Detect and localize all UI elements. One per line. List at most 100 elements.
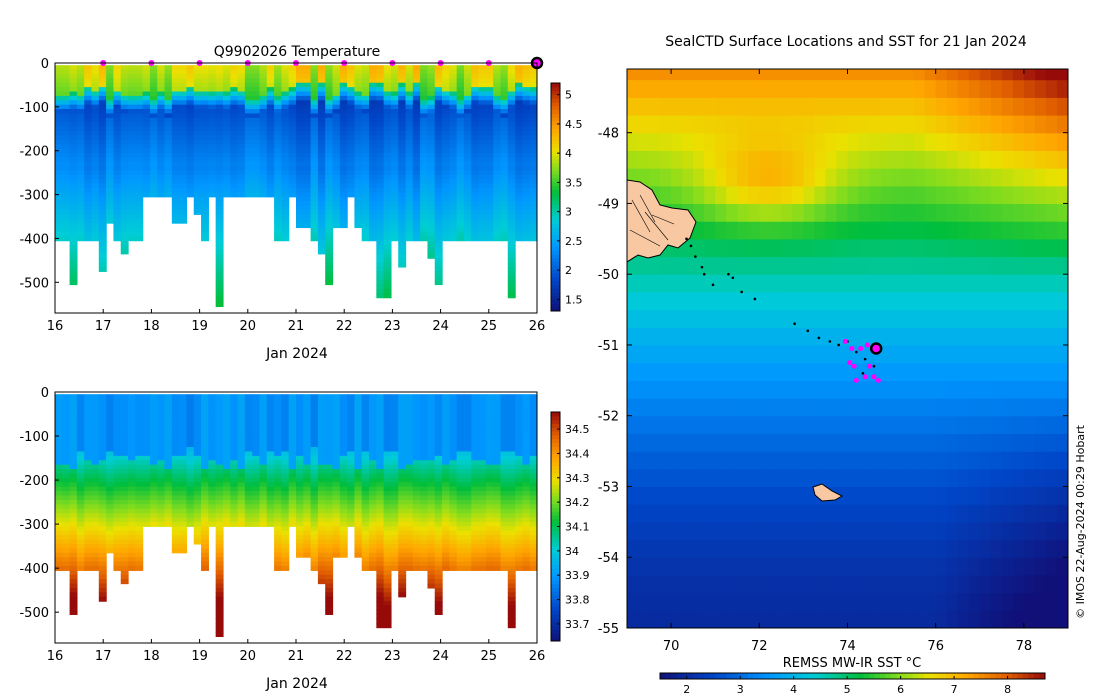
temperature-cell <box>208 192 217 198</box>
temperature-cell <box>515 174 523 180</box>
salinity-cell <box>456 473 465 479</box>
salinity-cell <box>325 486 334 492</box>
temperature-cell <box>376 214 385 220</box>
temperature-cell <box>266 113 275 119</box>
temperature-cell <box>149 95 158 101</box>
salinity-cell <box>449 460 458 466</box>
temperature-cell <box>434 231 443 237</box>
salinity-cell <box>142 513 151 519</box>
salinity-cell <box>201 429 209 435</box>
temperature-cell <box>84 117 93 123</box>
temperature-cell <box>529 73 537 79</box>
salinity-cell <box>420 517 429 523</box>
salinity-cell <box>288 429 297 435</box>
temperature-cell <box>325 227 334 233</box>
salinity-cell <box>222 420 231 426</box>
salinity-cell <box>288 451 297 457</box>
salinity-cell <box>120 429 129 435</box>
salinity-cell <box>317 574 326 580</box>
salinity-cell <box>186 521 195 527</box>
temperature-cell <box>266 157 275 163</box>
salinity-cell <box>91 411 100 417</box>
temperature-cell <box>274 73 282 79</box>
temperature-cell <box>332 78 341 84</box>
salinity-cell <box>390 464 399 470</box>
salinity-cell <box>427 539 436 545</box>
temperature-cell <box>434 122 443 128</box>
salinity-cell <box>317 517 326 523</box>
salinity-cell <box>434 429 443 435</box>
salinity-cell <box>485 394 494 400</box>
temperature-cell <box>390 100 399 106</box>
salinity-cell <box>376 491 385 497</box>
temperature-cell <box>171 192 180 198</box>
salinity-cell <box>157 420 166 426</box>
temperature-cell <box>339 91 348 97</box>
temperature-cell <box>420 192 429 198</box>
temperature-cell <box>186 135 195 141</box>
salinity-cell <box>252 442 261 448</box>
temperature-cell <box>383 100 392 106</box>
salinity-cell <box>106 469 115 475</box>
temperature-cell <box>84 166 93 172</box>
salinity-cell <box>420 526 429 532</box>
temperature-cell <box>142 188 151 193</box>
salinity-cell <box>485 433 494 439</box>
salinity-cell <box>98 587 107 593</box>
temperature-cell <box>128 109 136 115</box>
salinity-cell <box>106 416 115 422</box>
temperature-cell <box>62 231 71 237</box>
temperature-cell <box>179 100 188 106</box>
salinity-cell <box>193 420 202 426</box>
temperature-cell <box>193 183 202 189</box>
salinity-cell <box>434 526 443 532</box>
salinity-cell <box>390 394 399 400</box>
temperature-cell <box>288 188 297 193</box>
salinity-cell <box>288 442 297 448</box>
temperature-colorbar-cell <box>551 235 560 240</box>
temperature-cell <box>412 161 421 167</box>
temperature-cell <box>412 144 421 150</box>
salinity-cell <box>442 557 450 563</box>
salinity-cell <box>471 521 480 527</box>
salinity-cell <box>398 473 407 479</box>
salinity-cell <box>128 403 136 409</box>
temperature-cell <box>515 113 523 119</box>
temperature-cell <box>296 78 304 84</box>
salinity-cell <box>347 499 356 505</box>
temperature-cell <box>76 104 85 110</box>
salinity-cell <box>164 482 173 488</box>
temperature-cell <box>471 205 480 211</box>
salinity-cell <box>369 557 377 563</box>
temperature-cell <box>69 73 78 79</box>
salinity-cell <box>215 609 224 615</box>
temperature-cell <box>164 78 173 84</box>
temperature-cell <box>69 104 78 110</box>
salinity-cell <box>208 394 217 400</box>
temperature-cell <box>91 179 100 185</box>
temperature-cell <box>354 174 363 180</box>
salinity-cell <box>383 442 392 448</box>
salinity-cell <box>259 495 268 501</box>
temperature-cell <box>281 126 290 132</box>
salinity-cell <box>398 504 407 510</box>
temperature-cell <box>507 139 516 145</box>
temperature-cell <box>500 104 509 110</box>
temperature-cell <box>230 65 239 71</box>
temperature-cell <box>485 214 494 220</box>
salinity-cell <box>222 407 231 413</box>
temperature-cell <box>55 100 63 106</box>
salinity-cell <box>317 521 326 527</box>
salinity-cell <box>288 513 297 519</box>
temperature-cell <box>179 188 188 193</box>
temperature-cell <box>84 65 93 71</box>
salinity-cell <box>252 473 261 479</box>
salinity-cell <box>120 447 129 453</box>
temperature-cell <box>171 87 180 93</box>
temperature-cell <box>98 266 107 272</box>
salinity-cell <box>369 460 377 466</box>
temperature-cell <box>120 91 129 97</box>
salinity-cell <box>427 407 436 413</box>
salinity-cell <box>62 535 71 541</box>
temperature-cell <box>296 73 304 79</box>
